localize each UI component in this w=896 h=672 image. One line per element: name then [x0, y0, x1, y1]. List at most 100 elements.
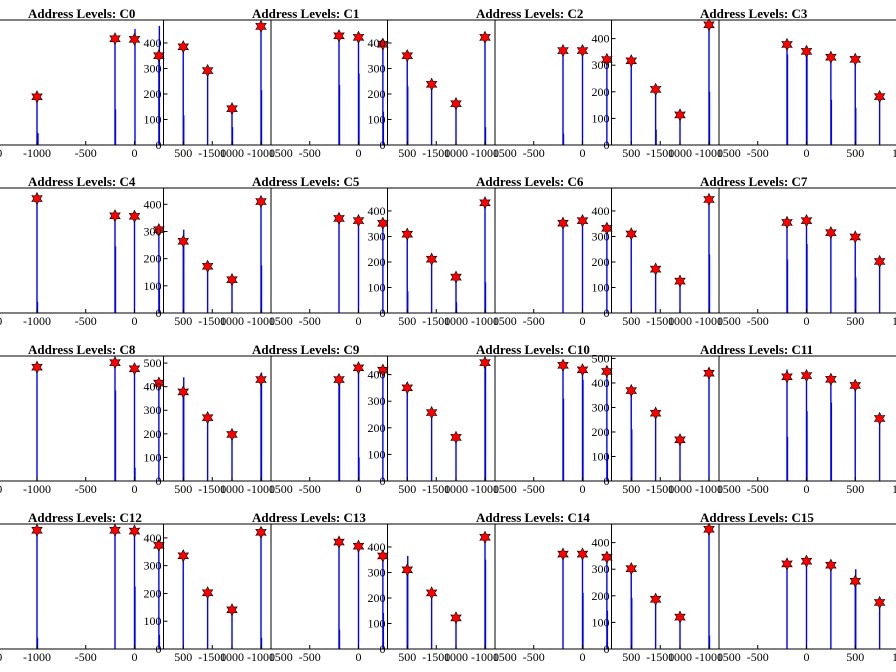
- x-tick-label: -1500: [422, 482, 450, 496]
- chart-panel-14: Address Levels: C14 0 100 200 300 400 -1500 -10…: [368, 510, 741, 664]
- plot-frame: [163, 523, 496, 650]
- x-tick-label: 500: [398, 314, 416, 328]
- x-tick-label: -500: [75, 146, 97, 160]
- y-tick-label: 300: [592, 229, 610, 243]
- x-tick-label: 1500: [493, 314, 517, 328]
- peak-marker: [333, 372, 345, 387]
- y-tick-label: 400: [368, 36, 386, 50]
- peak-marker: [479, 355, 491, 370]
- peak-marker: [226, 272, 238, 287]
- y-tick-label: 400: [144, 36, 162, 50]
- chart-panel-4: Address Levels: C4 0 100 200 300 400 -1500 -100…: [0, 174, 293, 328]
- peak-marker: [352, 539, 365, 553]
- y-tick-label: 400: [368, 540, 386, 554]
- y-tick-label: 200: [368, 255, 386, 269]
- chart-panel-5: Address Levels: C5 0 100 200 300 400 -1500 -100…: [144, 174, 517, 328]
- chart-title: Address Levels: C0: [28, 6, 135, 21]
- chart-title: Address Levels: C8: [28, 342, 136, 357]
- peak-marker: [128, 209, 141, 224]
- peak-marker: [109, 523, 121, 537]
- peak-marker: [557, 547, 569, 561]
- y-tick-label: 100: [144, 450, 162, 464]
- peak-marker: [849, 52, 862, 67]
- peak-marker: [781, 557, 793, 571]
- peak-marker: [352, 213, 365, 228]
- x-tick-label: -1500: [646, 650, 674, 664]
- x-tick-label: 1000: [668, 314, 692, 328]
- x-tick-label: -1000: [247, 482, 275, 496]
- x-tick-label: 1500: [493, 650, 517, 664]
- chart-panel-15: Address Levels: C15 0 100 200 300 400 -1500 -10…: [592, 510, 896, 664]
- x-tick-label: -1500: [646, 146, 674, 160]
- peak-marker: [201, 259, 214, 274]
- peak-marker: [153, 49, 165, 63]
- y-tick-label: 0: [604, 306, 610, 320]
- peak-marker: [873, 254, 886, 269]
- x-tick-label: -1000: [695, 650, 723, 664]
- peak-marker: [703, 192, 715, 207]
- x-tick-label: 500: [174, 482, 192, 496]
- x-tick-label: 1000: [220, 146, 244, 160]
- y-tick-label: 100: [592, 111, 610, 125]
- peak-marker: [109, 209, 121, 223]
- peak-marker: [625, 54, 638, 68]
- chart-panel-10: Address Levels: C10 0 100 200 300 400 -1500 -10…: [368, 342, 741, 496]
- x-tick-label: 500: [622, 146, 640, 160]
- y-tick-label: 200: [368, 591, 386, 605]
- peak-marker: [625, 383, 638, 398]
- chart-title: Address Levels: C15: [700, 510, 814, 525]
- x-tick-label: -1500: [198, 650, 226, 664]
- y-tick-label: 100: [592, 280, 610, 294]
- peak-marker: [425, 252, 438, 266]
- plot-frame: [0, 19, 272, 146]
- y-tick-label: 300: [592, 562, 610, 576]
- peak-marker: [255, 525, 267, 540]
- y-tick-label: 400: [368, 204, 386, 218]
- x-tick-label: 500: [622, 482, 640, 496]
- x-tick-label: 1000: [444, 482, 468, 496]
- x-tick-label: -500: [299, 146, 321, 160]
- x-tick-label: -1500: [0, 146, 2, 160]
- x-tick-label: 1500: [493, 146, 517, 160]
- x-tick-label: -1000: [247, 650, 275, 664]
- peak-marker: [674, 274, 686, 288]
- plot-frame: [163, 355, 496, 482]
- peak-marker: [31, 191, 43, 206]
- peak-marker: [255, 19, 267, 34]
- x-tick-label: 500: [174, 146, 192, 160]
- peak-marker: [177, 40, 190, 54]
- y-tick-label: 300: [144, 559, 162, 573]
- plot-frame: [163, 19, 496, 146]
- y-tick-label: 200: [592, 425, 610, 439]
- y-tick-label: 300: [144, 403, 162, 417]
- plot-frame: [387, 355, 720, 482]
- peak-marker: [153, 538, 165, 552]
- peak-marker: [873, 411, 886, 426]
- y-tick-label: 100: [144, 112, 162, 126]
- y-tick-label: 200: [592, 85, 610, 99]
- y-tick-label: 0: [380, 138, 386, 152]
- x-tick-label: 1500: [717, 314, 741, 328]
- x-tick-label: 1000: [220, 314, 244, 328]
- chart-title: Address Levels: C7: [700, 174, 808, 189]
- chart-panel-2: Address Levels: C2 0 100 200 300 400 -1500 -100…: [368, 6, 741, 160]
- chart-title: Address Levels: C13: [252, 510, 366, 525]
- x-tick-label: 0: [356, 482, 362, 496]
- peak-marker: [201, 586, 214, 600]
- peak-marker: [825, 372, 837, 386]
- peak-marker: [450, 611, 462, 625]
- x-tick-label: -500: [299, 482, 321, 496]
- plot-frame: [387, 187, 720, 314]
- peak-marker: [825, 50, 837, 64]
- y-tick-label: 400: [144, 380, 162, 394]
- y-tick-label: 100: [368, 280, 386, 294]
- x-tick-label: 500: [622, 650, 640, 664]
- y-tick-label: 0: [380, 306, 386, 320]
- x-tick-label: 0: [804, 146, 810, 160]
- x-tick-label: -1500: [0, 482, 2, 496]
- chart-title: Address Levels: C6: [476, 174, 584, 189]
- y-tick-label: 0: [380, 642, 386, 656]
- x-tick-label: -1500: [198, 482, 226, 496]
- peak-marker: [674, 433, 686, 447]
